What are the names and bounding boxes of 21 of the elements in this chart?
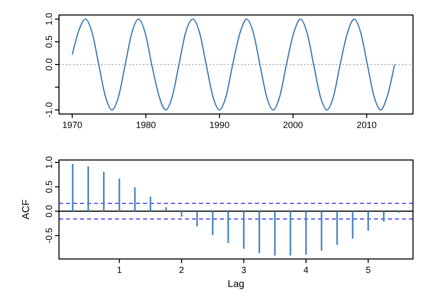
x-tick-label: 2000 [283,120,304,130]
x-tick-label: 2 [179,265,184,275]
x-tick-label: 1 [116,265,122,275]
y-tick-label: 0.5 [44,180,54,194]
y-tick-label: 0.0 [44,58,54,71]
x-tick-label: 5 [366,265,371,275]
line-series [72,18,396,111]
x-tick-label: 1980 [136,120,156,130]
x-tick-label: 2010 [356,120,377,130]
y-tick-label: 0.5 [44,36,54,48]
y-tick-label: -1.0 [44,102,54,118]
x-tick-label: 3 [241,265,246,275]
x-tick-label: 4 [303,265,308,275]
x-tick-label: 1970 [62,120,82,130]
y-tick-label: 1.0 [44,156,54,169]
y-tick-label: 1.0 [44,12,54,26]
y-tick-label: 0.0 [44,204,54,218]
x-tick-label: 1990 [209,120,230,130]
y-tick-label: -0.5 [44,228,54,244]
x-axis-title: Lag [228,279,244,290]
y-axis-title: ACF [21,200,32,220]
